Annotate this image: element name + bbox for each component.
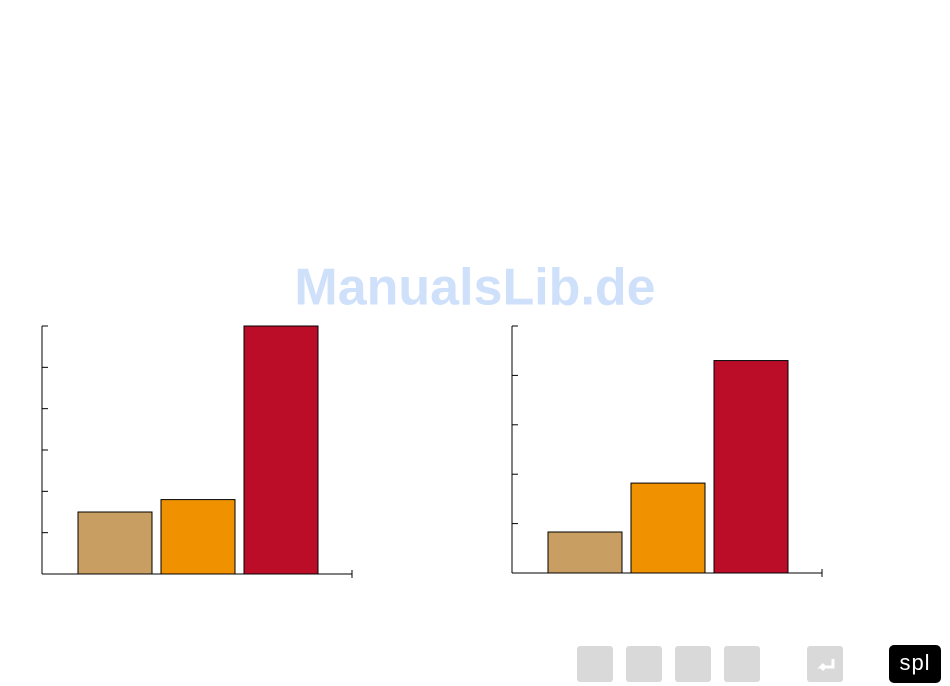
nav-button[interactable] xyxy=(675,646,711,682)
bar xyxy=(77,511,153,575)
bar xyxy=(243,325,319,575)
bar xyxy=(160,499,236,575)
bar xyxy=(630,482,706,574)
nav-button[interactable] xyxy=(626,646,662,682)
nav-button[interactable] xyxy=(724,646,760,682)
bar xyxy=(547,531,623,574)
watermark: ManualsLib.de xyxy=(294,259,655,317)
back-button[interactable] xyxy=(807,646,843,682)
bar xyxy=(713,360,789,574)
logo: spl xyxy=(889,645,941,683)
nav-button[interactable] xyxy=(577,646,613,682)
back-icon xyxy=(817,659,835,672)
